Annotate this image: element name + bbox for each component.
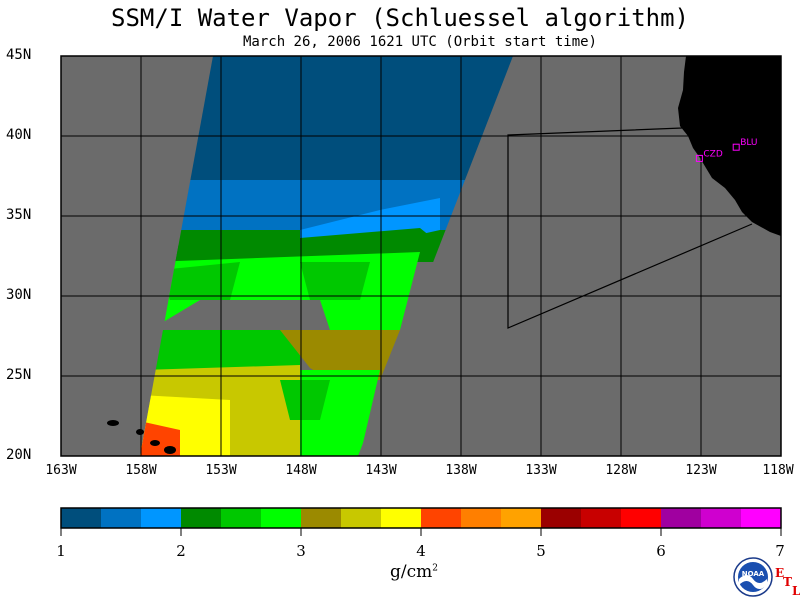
- island-0: [107, 420, 119, 426]
- latitude-label: 30N: [6, 287, 32, 303]
- map-subtitle: March 26, 2006 1621 UTC (Orbit start tim…: [242, 34, 597, 50]
- station-marker-czd: [695, 154, 703, 162]
- water-vapor-region-5: [140, 330, 300, 370]
- longitude-label: 148W: [285, 463, 317, 478]
- longitude-label: 123W: [685, 463, 717, 478]
- map-frame: [60, 55, 782, 457]
- water-vapor-region-3: [160, 262, 240, 300]
- map-title: SSM/I Water Vapor (Schluessel algorithm): [111, 4, 689, 32]
- water-vapor-region-4: [300, 262, 370, 300]
- colorbar-tick-label: 1: [56, 542, 66, 560]
- latitude-label: 35N: [6, 207, 32, 223]
- colorbar-swatch: [661, 508, 702, 528]
- colorbar-swatch: [61, 508, 102, 528]
- colorbar-swatch: [261, 508, 302, 528]
- colorbar-tick-label: 4: [416, 542, 426, 560]
- colorbar-swatch: [621, 508, 662, 528]
- colorbar-tick-label: 5: [536, 542, 546, 560]
- colorbar-swatch: [701, 508, 742, 528]
- svg-text:NOAA: NOAA: [742, 570, 765, 578]
- etl-letter-e: E: [775, 566, 785, 580]
- colorbar-swatch: [101, 508, 142, 528]
- colorbar-swatch: [541, 508, 582, 528]
- longitude-label: 163W: [45, 463, 77, 478]
- colorbar-tick-label: 7: [775, 542, 785, 560]
- water-vapor-region-6: [280, 330, 400, 380]
- latitude-label: 40N: [6, 127, 32, 143]
- grid-lines: [60, 55, 782, 457]
- colorbar-tick-label: 2: [176, 542, 186, 560]
- island-1: [136, 429, 144, 435]
- latitude-label: 45N: [6, 47, 32, 63]
- longitude-label: 118W: [762, 463, 794, 478]
- station-label-blu: BLU: [740, 138, 757, 148]
- island-2: [150, 440, 160, 446]
- colorbar-swatch: [581, 508, 622, 528]
- longitude-label: 133W: [525, 463, 557, 478]
- station-label-czd: CZD: [703, 149, 722, 159]
- longitude-label: 153W: [205, 463, 237, 478]
- etl-letter-t: T: [783, 575, 792, 589]
- longitude-label: 128W: [605, 463, 637, 478]
- colorbar-swatch: [501, 508, 542, 528]
- colorbar-swatch: [221, 508, 262, 528]
- colorbar-tick-label: 3: [296, 542, 306, 560]
- water-vapor-region-9: [280, 380, 330, 420]
- colorbar-swatch: [181, 508, 222, 528]
- station-marker-blu: [732, 143, 740, 151]
- colorbar-swatch: [301, 508, 342, 528]
- noaa-logo-icon: NOAA: [733, 557, 773, 597]
- etl-letter-l: L: [792, 584, 800, 598]
- region-outline: [507, 127, 753, 329]
- longitude-label: 158W: [125, 463, 157, 478]
- latitude-label: 20N: [6, 447, 32, 463]
- colorbar-tick-label: 6: [656, 542, 666, 560]
- colorbar-swatch: [381, 508, 422, 528]
- colorbar-swatch: [341, 508, 382, 528]
- colorbar-swatch: [421, 508, 462, 528]
- colorbar-swatch: [461, 508, 502, 528]
- longitude-label: 143W: [365, 463, 397, 478]
- colorbar-units: g/cm2: [390, 562, 438, 582]
- longitude-label: 138W: [445, 463, 477, 478]
- water-vapor-region-1: [170, 228, 430, 262]
- island-3: [164, 446, 176, 454]
- colorbar-swatch: [741, 508, 782, 528]
- california-land: [678, 56, 781, 236]
- latitude-label: 25N: [6, 367, 32, 383]
- colorbar-swatch: [141, 508, 182, 528]
